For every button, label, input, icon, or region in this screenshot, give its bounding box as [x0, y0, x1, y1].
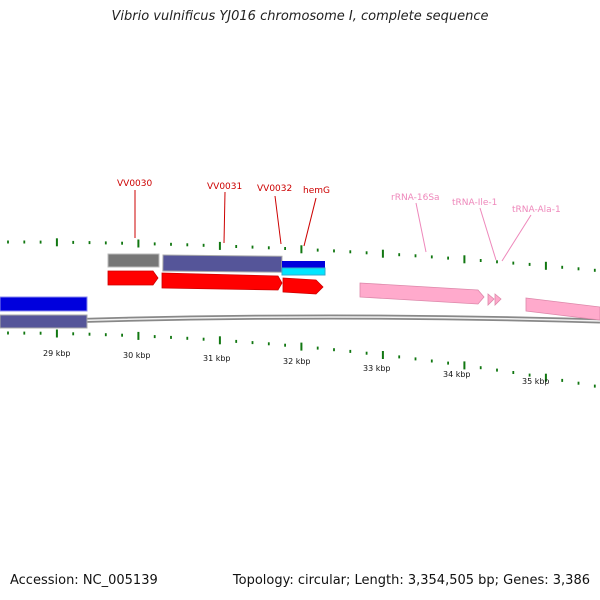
gene-label-vv0031[interactable]: VV0031 [207, 182, 242, 192]
scale-label-32kbp: 32 kbp [283, 357, 311, 366]
map-title: Vibrio vulnificus YJ016 chromosome I, co… [111, 9, 489, 24]
upper-tick-row [7, 238, 596, 272]
cog-bar-blue-32[interactable] [282, 261, 325, 269]
gene-label-trna-ala-1[interactable]: tRNA-Ala-1 [512, 205, 561, 215]
scale-label-34kbp: 34 kbp [443, 370, 471, 379]
scale-label-29kbp: 29 kbp [43, 349, 71, 358]
gene-label-trna-ile-1[interactable]: tRNA-Ile-1 [452, 198, 497, 208]
gene-label-vv0030[interactable]: VV0030 [117, 179, 152, 189]
lower-tick-row [7, 329, 596, 388]
leader-trna-ile-1 [479, 207, 497, 261]
leader-vv0032 [274, 195, 282, 245]
rrna-right-arrow[interactable] [525, 297, 600, 321]
leader-rrna-16sa [415, 202, 427, 253]
gene-label-rrna-16sa[interactable]: rRNA-16Sa [391, 193, 440, 203]
trna-ala-1-arrow[interactable] [494, 293, 502, 306]
cog-bar-gray[interactable] [107, 253, 160, 268]
scale-label-30kbp: 30 kbp [123, 351, 151, 360]
cds-arrow-vv0030[interactable] [107, 270, 159, 286]
trna-ile-1-arrow[interactable] [487, 293, 495, 306]
leader-hemg [303, 197, 317, 247]
cds-arrow-vv0031[interactable] [161, 272, 283, 291]
gene-label-vv0032[interactable]: VV0032 [257, 184, 292, 194]
leader-trna-ala-1 [501, 214, 532, 262]
cds-arrow-vv0032[interactable] [282, 277, 324, 295]
cog-bar-cyan-32[interactable] [281, 267, 326, 276]
rrna-16sa-arrow[interactable] [359, 282, 485, 305]
cog-bar-purple-left[interactable] [0, 314, 88, 329]
scale-label-35kbp: 35 kbp [522, 377, 550, 386]
leader-vv0031 [223, 191, 226, 244]
scale-label-33kbp: 33 kbp [363, 364, 391, 373]
scale-label-31kbp: 31 kbp [203, 354, 231, 363]
cog-bar-blue-left[interactable] [0, 296, 88, 312]
gene-label-hemg[interactable]: hemG [303, 186, 330, 196]
genome-stats-text: Topology: circular; Length: 3,354,505 bp… [232, 573, 590, 588]
accession-text: Accession: NC_005139 [10, 573, 158, 588]
cog-bar-purple-31[interactable] [162, 254, 283, 273]
